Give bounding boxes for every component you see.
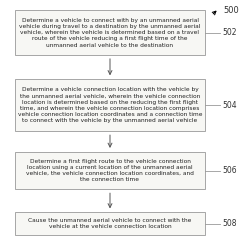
Text: 504: 504 — [222, 101, 237, 110]
FancyBboxPatch shape — [15, 79, 205, 131]
Text: Cause the unmanned aerial vehicle to connect with the
vehicle at the vehicle con: Cause the unmanned aerial vehicle to con… — [28, 218, 192, 229]
Text: 502: 502 — [222, 28, 237, 37]
Text: Determine a vehicle connection location with the vehicle by
the unmanned aerial : Determine a vehicle connection location … — [18, 87, 202, 123]
Text: Determine a first flight route to the vehicle connection
location using a curren: Determine a first flight route to the ve… — [26, 159, 194, 182]
Text: 500: 500 — [224, 6, 240, 15]
FancyBboxPatch shape — [15, 10, 205, 55]
Text: 506: 506 — [222, 166, 237, 175]
Text: 508: 508 — [222, 219, 237, 228]
FancyBboxPatch shape — [15, 212, 205, 235]
FancyBboxPatch shape — [15, 152, 205, 189]
Text: Determine a vehicle to connect with by an unmanned aerial
vehicle during travel : Determine a vehicle to connect with by a… — [19, 18, 201, 48]
